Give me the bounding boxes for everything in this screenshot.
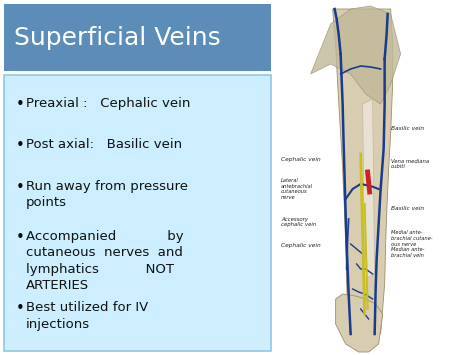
Text: Best utilized for IV
injections: Best utilized for IV injections [26,301,148,331]
Text: Accompanied            by
cutaneous  nerves  and
lymphatics           NOT
ARTERI: Accompanied by cutaneous nerves and lymp… [26,230,183,292]
Text: •: • [16,180,25,195]
Text: •: • [16,230,25,245]
Polygon shape [333,9,392,334]
Text: Basilic vein: Basilic vein [391,207,424,212]
Text: •: • [16,301,25,316]
Text: Run away from pressure
points: Run away from pressure points [26,180,188,209]
Text: Medial ante-
brachial cutane-
ous nerve
Median ante-
brachial vein: Medial ante- brachial cutane- ous nerve … [391,230,432,258]
Text: •: • [16,138,25,153]
Text: Cephalic vein: Cephalic vein [281,157,321,162]
FancyBboxPatch shape [4,75,271,351]
FancyBboxPatch shape [279,4,470,351]
FancyBboxPatch shape [4,4,271,71]
Text: Accessory
cephalic vein: Accessory cephalic vein [281,217,316,228]
Polygon shape [336,294,383,352]
Text: •: • [16,97,25,112]
Text: Preaxial :   Cephalic vein: Preaxial : Cephalic vein [26,97,191,110]
Text: Lateral
antebrachial
cutaneous
nerve: Lateral antebrachial cutaneous nerve [281,178,313,200]
Text: Basilic vein: Basilic vein [391,126,424,131]
Polygon shape [310,6,401,104]
Text: Cephalic vein: Cephalic vein [281,244,321,248]
Polygon shape [363,99,374,279]
Text: Superficial Veins: Superficial Veins [14,26,221,49]
Text: Post axial:   Basilic vein: Post axial: Basilic vein [26,138,182,152]
Text: Vena mediana
cubiti: Vena mediana cubiti [391,159,429,169]
